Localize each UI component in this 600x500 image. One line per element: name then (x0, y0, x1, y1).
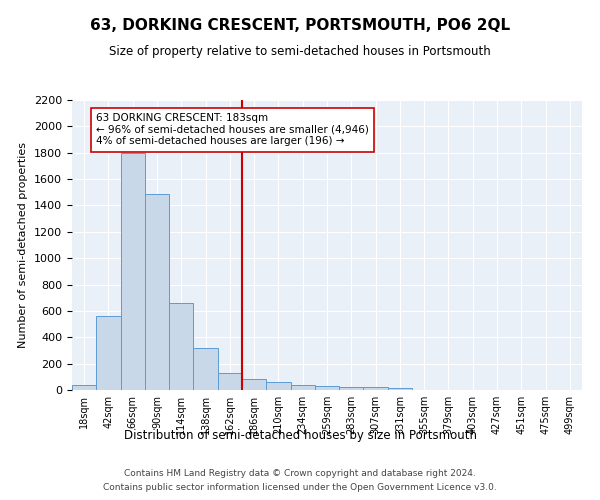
Bar (218, 373, 242, 390)
Text: Size of property relative to semi-detached houses in Portsmouth: Size of property relative to semi-detach… (109, 45, 491, 58)
Bar (145, 194, 169, 390)
Bar (242, 380, 266, 390)
Text: 63 DORKING CRESCENT: 183sqm
← 96% of semi-detached houses are smaller (4,946)
4%: 63 DORKING CRESCENT: 183sqm ← 96% of sem… (96, 113, 369, 146)
Bar (339, 386, 364, 390)
Y-axis label: Number of semi-detached properties: Number of semi-detached properties (19, 142, 28, 348)
Text: 63, DORKING CRESCENT, PORTSMOUTH, PO6 2QL: 63, DORKING CRESCENT, PORTSMOUTH, PO6 2Q… (90, 18, 510, 32)
Bar (290, 384, 315, 390)
Text: Contains public sector information licensed under the Open Government Licence v3: Contains public sector information licen… (103, 482, 497, 492)
Text: Contains HM Land Registry data © Crown copyright and database right 2024.: Contains HM Land Registry data © Crown c… (124, 470, 476, 478)
Bar (315, 386, 339, 390)
Bar (169, 303, 193, 390)
Text: Distribution of semi-detached houses by size in Portsmouth: Distribution of semi-detached houses by … (124, 428, 476, 442)
Bar (72, 384, 96, 390)
Bar (121, 152, 145, 390)
Bar (266, 382, 290, 390)
Bar (388, 388, 412, 390)
Bar (193, 348, 218, 390)
Bar (364, 388, 388, 390)
Bar (96, 316, 121, 390)
